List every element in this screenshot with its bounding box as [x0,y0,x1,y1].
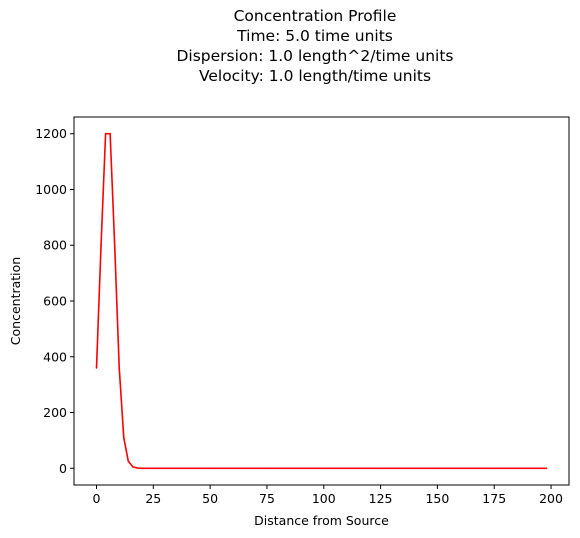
series-point [100,244,102,247]
y-tick-label: 0 [59,461,67,476]
series-point [493,467,496,470]
x-tick-label: 125 [369,491,393,506]
x-tick-label: 175 [482,491,506,506]
series-point [136,467,139,469]
series-point [118,367,121,369]
series-point [545,467,548,470]
x-tick-label: 0 [93,491,101,506]
series-point [209,467,211,470]
series-point [109,132,111,135]
x-tick-label: 75 [259,491,275,506]
series-point [95,367,98,369]
series-point [127,460,130,463]
y-tick-label: 400 [43,349,67,364]
plot-frame [73,116,570,486]
y-tick-label: 800 [43,238,67,253]
chart-title-line-1: Concentration Profile [233,7,397,25]
x-tick-label: 100 [312,491,336,506]
y-tick-label: 600 [43,294,67,309]
x-tick-label: 200 [539,491,563,506]
series-point [122,436,125,439]
x-axis-label: Distance from Source [254,513,389,528]
series-point [104,132,107,135]
chart-title-line-2: Time: 5.0 time units [237,27,393,45]
x-tick-label: 150 [425,491,449,506]
series-layer [95,132,548,470]
series-line-0 [95,132,547,470]
axes [73,116,570,486]
series-point [322,467,325,470]
series-point [141,467,143,470]
x-tick-label: 50 [202,491,218,506]
x-tick-label: 25 [145,491,161,506]
chart-title-line-3: Dispersion: 1.0 length^2/time units [176,47,454,65]
series-point [266,467,268,470]
series-point [132,466,134,468]
y-tick-label: 200 [43,405,67,420]
y-tick-label: 1200 [35,126,67,141]
chart-title: Concentration Profile Time: 5.0 time uni… [65,6,565,86]
chart-title-line-4: Velocity: 1.0 length/time units [198,67,432,85]
y-tick-label: 1000 [35,182,67,197]
series-point [379,467,382,470]
series-point [113,244,116,247]
y-axis-label: Concentration [8,257,23,345]
series-point [436,467,439,470]
ticks-layer: 0 25 50 75 100 125 150 175 200 0 200 400 600 800 1000 1… [35,126,563,506]
series-point [152,467,155,470]
